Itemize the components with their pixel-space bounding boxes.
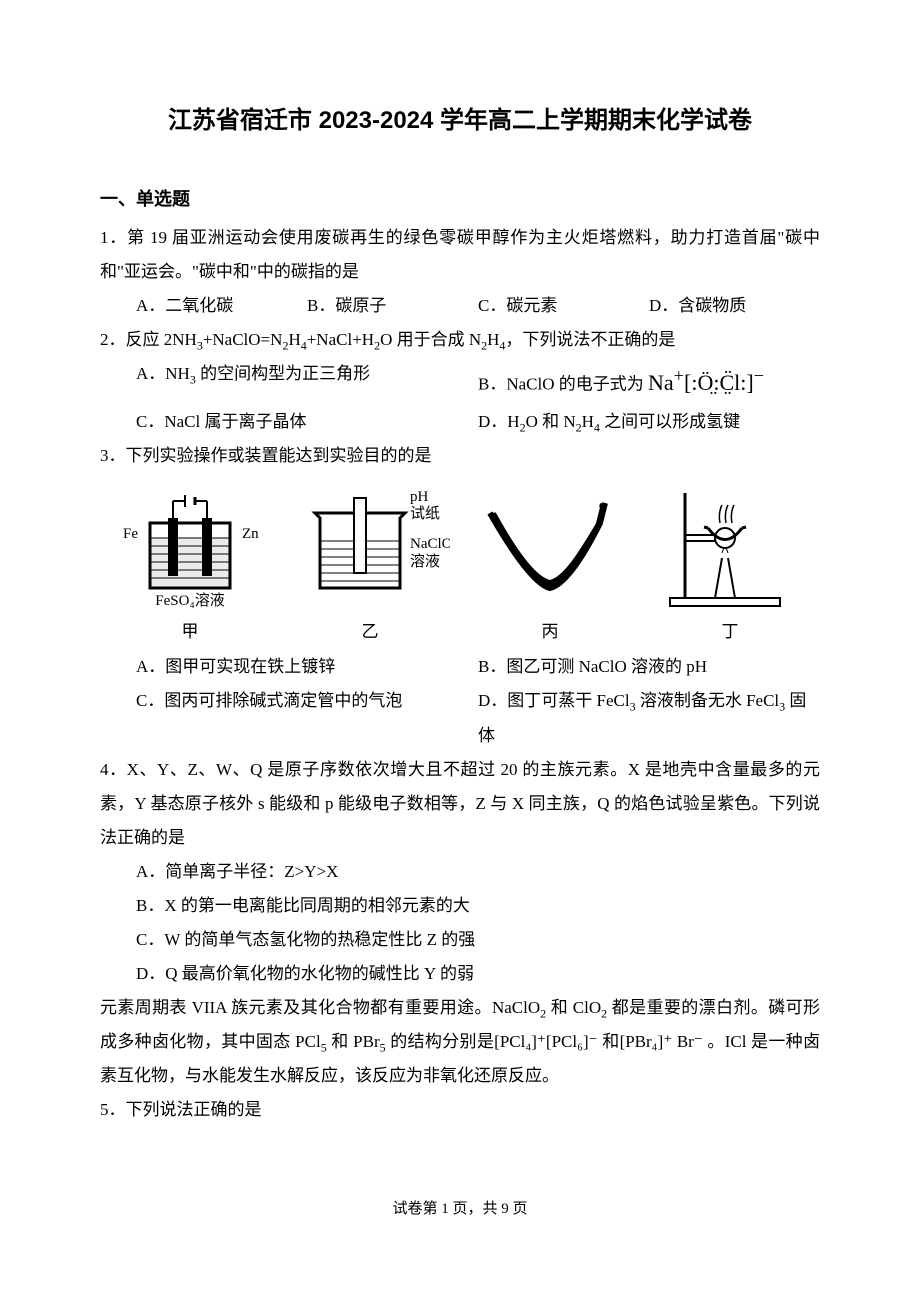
lewis-structure-icon: Na+[:Ö̤:C̤̈l:]− xyxy=(648,370,764,395)
q3-captions: 甲 乙 丙 丁 xyxy=(100,617,820,642)
passage-formula: [PCl₄]⁺ xyxy=(494,1032,546,1051)
exam-page: 江苏省宿迁市 2023-2024 学年高二上学期期末化学试卷 一、单选题 1．第… xyxy=(0,0,920,1258)
q2-a-text: 的空间构型为正三角形 xyxy=(196,364,370,383)
q3-opt-b: B．图乙可测 NaClO 溶液的 pH xyxy=(478,650,820,684)
svg-text:pH: pH xyxy=(410,489,429,505)
passage-text: 和 xyxy=(598,1032,620,1051)
svg-text:Zn: Zn xyxy=(242,526,259,542)
q4-stem: 4．X、Y、Z、W、Q 是原子序数依次增大且不超过 20 的主族元素。X 是地壳… xyxy=(100,753,820,855)
figure-ding xyxy=(640,483,820,613)
q4-opt-c: C．W 的简单气态氢化物的热稳定性比 Z 的强 xyxy=(136,923,820,957)
q2-text: +NaClO=N xyxy=(203,330,283,349)
caption-bing: 丙 xyxy=(460,617,640,642)
q3-opt-d: D．图丁可蒸干 FeCl3 溶液制备无水 FeCl3 固体 xyxy=(478,684,820,752)
svg-text:NaClO: NaClO xyxy=(410,536,450,552)
caption-yi: 乙 xyxy=(280,617,460,642)
burette-tip-icon xyxy=(470,483,630,613)
q4-opt-d: D．Q 最高价氧化物的水化物的碱性比 Y 的弱 xyxy=(136,957,820,991)
q2-text: ，下列说法不正确的是 xyxy=(505,330,675,349)
q2-text: H xyxy=(487,330,499,349)
q4-opt-b: B．X 的第一电离能比同周期的相邻元素的大 xyxy=(136,889,820,923)
q2-text: +NaCl+H xyxy=(307,330,374,349)
q2-opt-b: B．NaClO 的电子式为 Na+[:Ö̤:C̤̈l:]− xyxy=(478,357,820,404)
q2-text: H xyxy=(288,330,300,349)
q1-stem: 1．第 19 届亚洲运动会使用废碳再生的绿色零碳甲醇作为主火炬塔燃料，助力打造首… xyxy=(100,221,820,289)
q3-opt-a: A．图甲可实现在铁上镀锌 xyxy=(136,650,478,684)
q1-options: A．二氧化碳 B．碳原子 C．碳元素 D．含碳物质 xyxy=(100,289,820,323)
q2-b-text: B．NaClO 的电子式为 xyxy=(478,375,648,394)
q1-opt-c: C．碳元素 xyxy=(478,289,649,323)
passage-text: 元素周期表 VIIA 族元素及其化合物都有重要用途。NaClO xyxy=(100,998,540,1017)
page-footer: 试卷第 1 页，共 9 页 xyxy=(100,1197,820,1218)
passage-formula: [PBr₄]⁺ xyxy=(620,1032,673,1051)
passage-text: 的结构分别是 xyxy=(386,1032,495,1051)
q3-stem: 3．下列实验操作或装置能达到实验目的的是 xyxy=(100,439,820,473)
q1-opt-b: B．碳原子 xyxy=(307,289,478,323)
q3-d-text: 溶液制备无水 FeCl xyxy=(636,691,780,710)
passage: 元素周期表 VIIA 族元素及其化合物都有重要用途。NaClO2 和 ClO2 … xyxy=(100,991,820,1094)
svg-text:FeSO₄溶液: FeSO₄溶液 xyxy=(155,592,224,609)
figure-bing xyxy=(460,483,640,613)
svg-text:溶液: 溶液 xyxy=(410,553,440,570)
q2-d-text: 之间可以形成氢键 xyxy=(600,412,740,431)
q2-opt-d: D．H2O 和 N2H4 之间可以形成氢键 xyxy=(478,405,820,439)
beaker-ph-icon: pH 试纸 NaClO 溶液 xyxy=(290,483,450,613)
q1-opt-d: D．含碳物质 xyxy=(649,289,820,323)
passage-text: 和 PBr xyxy=(327,1032,380,1051)
q2-d-text: O 和 N xyxy=(526,412,576,431)
caption-ding: 丁 xyxy=(640,617,820,642)
figure-yi: pH 试纸 NaClO 溶液 xyxy=(280,483,460,613)
q2-opt-a: A．NH3 的空间构型为正三角形 xyxy=(136,357,478,404)
q2-d-text: D．H xyxy=(478,412,520,431)
q2-text: 2．反应 2NH xyxy=(100,330,197,349)
caption-jia: 甲 xyxy=(100,617,280,642)
q2-text: O 用于合成 N xyxy=(380,330,481,349)
q3-figures: Fe Zn FeSO₄溶液 pH 试纸 NaClO 溶液 xyxy=(100,483,820,613)
q4-opt-a: A．简单离子半径：Z>Y>X xyxy=(136,855,820,889)
q1-opt-a: A．二氧化碳 xyxy=(136,289,307,323)
page-title: 江苏省宿迁市 2023-2024 学年高二上学期期末化学试卷 xyxy=(100,100,820,135)
evaporation-setup-icon xyxy=(650,483,810,613)
q2-a-text: A．NH xyxy=(136,364,190,383)
electrolysis-icon: Fe Zn FeSO₄溶液 xyxy=(110,483,270,613)
q3-opt-c: C．图丙可排除碱式滴定管中的气泡 xyxy=(136,684,478,752)
passage-formula: Br⁻ xyxy=(672,1032,703,1051)
svg-text:试纸: 试纸 xyxy=(410,505,440,522)
section-heading: 一、单选题 xyxy=(100,185,820,211)
q5-stem: 5．下列说法正确的是 xyxy=(100,1093,820,1127)
q2-d-text: H xyxy=(582,412,594,431)
figure-jia: Fe Zn FeSO₄溶液 xyxy=(100,483,280,613)
q3-d-text: D．图丁可蒸干 FeCl xyxy=(478,691,630,710)
q3-options: A．图甲可实现在铁上镀锌 B．图乙可测 NaClO 溶液的 pH C．图丙可排除… xyxy=(100,650,820,752)
svg-text:Fe: Fe xyxy=(123,526,138,542)
q2-opt-c: C．NaCl 属于离子晶体 xyxy=(136,405,478,439)
q2-options: A．NH3 的空间构型为正三角形 B．NaClO 的电子式为 Na+[:Ö̤:… xyxy=(100,357,820,439)
passage-formula: [PCl₆]⁻ xyxy=(546,1032,598,1051)
q2-stem: 2．反应 2NH3+NaClO=N2H4+NaCl+H2O 用于合成 N2H4，… xyxy=(100,323,820,357)
q4-options: A．简单离子半径：Z>Y>X B．X 的第一电离能比同周期的相邻元素的大 C．W… xyxy=(100,855,820,991)
passage-text: 和 ClO xyxy=(546,998,601,1017)
